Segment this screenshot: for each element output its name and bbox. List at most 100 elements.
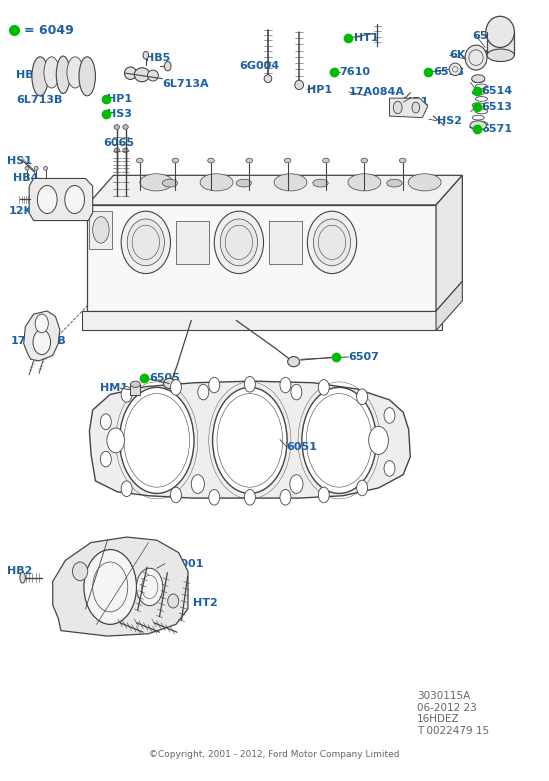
Circle shape [357,389,368,405]
Ellipse shape [131,381,141,387]
Text: 12K073: 12K073 [9,206,56,216]
Circle shape [170,380,181,395]
Ellipse shape [236,179,251,187]
Ellipse shape [140,173,173,191]
Circle shape [369,426,388,455]
Text: HS1: HS1 [7,155,32,166]
Ellipse shape [323,159,329,163]
Bar [269,220,302,264]
Circle shape [170,487,181,503]
Polygon shape [53,537,188,636]
Circle shape [120,387,194,494]
Polygon shape [436,175,462,311]
Circle shape [143,52,149,59]
Ellipse shape [135,68,150,82]
Text: HM1: HM1 [100,383,128,393]
Text: 6065: 6065 [104,138,135,148]
Circle shape [384,408,395,423]
Circle shape [357,480,368,496]
Circle shape [280,490,291,505]
Ellipse shape [449,63,461,76]
Circle shape [280,377,291,393]
Circle shape [198,384,209,400]
Text: 06-2012 23: 06-2012 23 [417,703,477,713]
Circle shape [137,569,163,606]
Polygon shape [87,205,436,311]
Circle shape [33,330,51,355]
Text: 6L713B: 6L713B [16,95,63,105]
Text: ©Copyright, 2001 - 2012, Ford Motor Company Limited: ©Copyright, 2001 - 2012, Ford Motor Comp… [149,750,400,759]
Ellipse shape [72,562,88,581]
Bar [89,211,113,248]
Ellipse shape [246,159,253,163]
Text: 6571: 6571 [481,124,513,134]
Ellipse shape [470,121,486,130]
Polygon shape [436,281,462,330]
Ellipse shape [172,159,178,163]
Text: HB1: HB1 [403,97,429,107]
Ellipse shape [114,148,120,153]
Ellipse shape [163,179,177,187]
Text: HB3: HB3 [108,619,133,629]
Ellipse shape [348,173,381,191]
Ellipse shape [408,173,441,191]
Ellipse shape [361,159,368,163]
Circle shape [37,185,57,213]
Circle shape [100,414,111,430]
Ellipse shape [123,125,128,130]
Text: 6507: 6507 [349,352,379,362]
Circle shape [209,377,220,393]
Ellipse shape [288,357,300,367]
Text: HB5: HB5 [145,53,171,63]
Ellipse shape [465,45,487,70]
Ellipse shape [123,148,128,153]
Polygon shape [389,98,428,118]
Ellipse shape [284,159,291,163]
Ellipse shape [164,379,175,389]
Ellipse shape [44,166,48,170]
Ellipse shape [214,211,264,273]
Circle shape [318,380,329,395]
Bar [176,220,209,264]
Circle shape [244,490,255,505]
Text: 6505: 6505 [150,373,181,383]
Ellipse shape [307,211,357,273]
Circle shape [100,451,111,467]
Text: 6G004: 6G004 [239,61,279,71]
Ellipse shape [399,159,406,163]
Polygon shape [87,175,462,205]
Ellipse shape [220,219,257,266]
Text: 6K514: 6K514 [450,50,489,60]
Ellipse shape [25,166,29,170]
Text: = 6049: = 6049 [24,23,74,37]
Text: 17A084B: 17A084B [10,336,66,346]
Circle shape [291,384,302,400]
Ellipse shape [114,125,120,130]
Circle shape [393,102,402,114]
Circle shape [191,475,204,494]
Polygon shape [82,311,441,330]
Text: HP1: HP1 [108,94,133,104]
Text: HP1: HP1 [307,84,333,95]
Ellipse shape [35,166,38,170]
Polygon shape [24,311,60,361]
Text: 6513: 6513 [481,102,512,112]
Text: 6514: 6514 [481,86,513,96]
Polygon shape [29,178,93,220]
Text: 6F001: 6F001 [165,558,203,569]
Circle shape [35,314,48,333]
Ellipse shape [44,57,59,88]
Text: 3030115A: 3030115A [417,691,470,701]
Text: HT1: HT1 [354,33,379,43]
Text: 6L713A: 6L713A [163,79,209,89]
Ellipse shape [486,16,514,48]
Text: HS2: HS2 [436,116,462,126]
Circle shape [318,487,329,503]
Circle shape [384,461,395,476]
Text: HB2: HB2 [7,566,32,576]
Circle shape [84,550,137,624]
Circle shape [290,475,303,494]
Ellipse shape [137,159,143,163]
Text: HS3: HS3 [108,109,132,119]
Circle shape [412,102,419,113]
